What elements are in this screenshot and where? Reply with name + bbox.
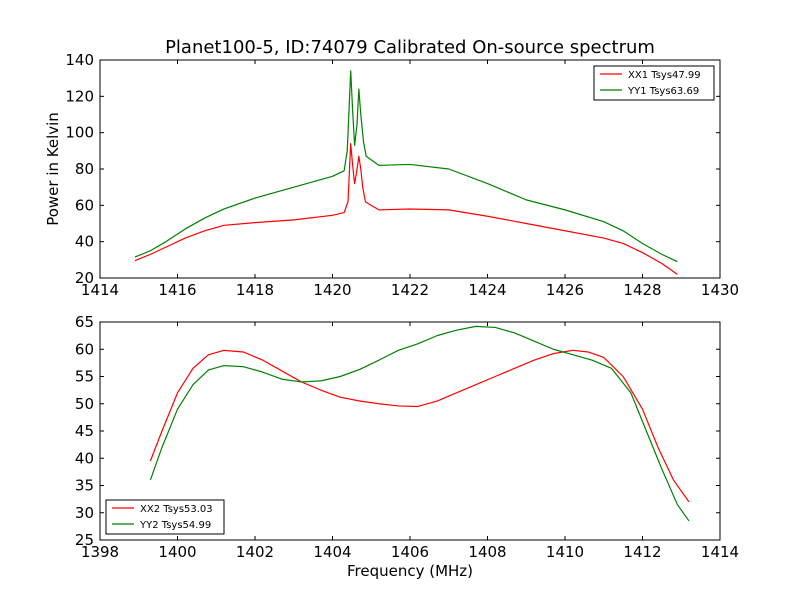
top-plot: 1414 1416 1418 1420 1422 1424 1426 1428 1430 20 40… (44, 51, 739, 299)
top-y-tick-label: 100 (65, 124, 94, 142)
top-axis-ticks: 1414 1416 1418 1420 1422 1424 1426 1428 1430 20 40… (65, 51, 739, 299)
bottom-series-line-1 (149, 349, 690, 503)
bottom-x-tick-label: 1406 (391, 543, 429, 561)
bottom-x-tick-label: 1414 (701, 543, 739, 561)
top-series-group (134, 70, 678, 275)
top-x-tick-label: 1422 (391, 281, 429, 299)
bottom-y-tick-label: 50 (75, 395, 94, 413)
top-legend-frame (593, 65, 715, 101)
bottom-legend-label-yy2: YY2 Tsys54.99 (139, 520, 211, 531)
top-y-tick-label: 40 (75, 233, 94, 251)
bottom-series-group (149, 325, 690, 522)
bottom-y-tick-label: 25 (75, 531, 94, 549)
top-legend-label-yy1: YY1 Tsys63.69 (627, 86, 699, 97)
bottom-y-tick-label: 30 (75, 504, 94, 522)
top-y-tick-label: 20 (75, 269, 94, 287)
top-y-axis-label: Power in Kelvin (44, 112, 62, 226)
top-legend-label-xx1: XX1 Tsys47.99 (628, 70, 701, 81)
bottom-x-tick-label: 1400 (158, 543, 196, 561)
top-x-tick-label: 1420 (313, 281, 351, 299)
top-x-tick-label: 1418 (236, 281, 274, 299)
bottom-x-tick-label: 1412 (623, 543, 661, 561)
bottom-y-tick-label: 35 (75, 477, 94, 495)
bottom-x-tick-label: 1402 (236, 543, 274, 561)
top-y-tick-label: 120 (65, 87, 94, 105)
top-x-tick-label: 1416 (158, 281, 196, 299)
bottom-x-tick-label: 1398 (81, 543, 119, 561)
top-x-tick-label: 1424 (468, 281, 506, 299)
bottom-x-tick-label: 1410 (546, 543, 584, 561)
top-series-line-2 (134, 70, 678, 263)
bottom-legend: XX2 Tsys53.03 YY2 Tsys54.99 (105, 499, 225, 535)
bottom-x-tick-label: 1404 (313, 543, 351, 561)
top-x-tick-label: 1426 (546, 281, 584, 299)
bottom-x-tick-label: 1408 (468, 543, 506, 561)
bottom-plot: 1398 1400 1402 1404 1406 1408 1410 1412 1414 25 30… (75, 313, 739, 580)
bottom-series-line-2 (149, 325, 690, 522)
figure-title: Planet100-5, ID:74079 Calibrated On-sour… (165, 37, 655, 58)
top-y-tick-label: 80 (75, 160, 94, 178)
top-x-tick-label: 1428 (623, 281, 661, 299)
top-y-tick-label: 140 (65, 51, 94, 69)
bottom-x-axis-label: Frequency (MHz) (347, 562, 473, 580)
top-x-tick-label: 1430 (701, 281, 739, 299)
top-legend: XX1 Tsys47.99 YY1 Tsys63.69 (593, 65, 715, 101)
bottom-legend-frame (105, 499, 225, 535)
top-x-tick-label: 1414 (81, 281, 119, 299)
bottom-y-tick-label: 45 (75, 422, 94, 440)
top-series-line-1 (134, 142, 678, 275)
bottom-legend-label-xx2: XX2 Tsys53.03 (140, 504, 213, 515)
bottom-y-tick-label: 65 (75, 313, 94, 331)
top-y-tick-label: 60 (75, 196, 94, 214)
bottom-y-tick-label: 55 (75, 368, 94, 386)
bottom-y-tick-label: 40 (75, 449, 94, 467)
bottom-y-tick-label: 60 (75, 340, 94, 358)
bottom-axis-ticks: 1398 1400 1402 1404 1406 1408 1410 1412 1414 25 30… (75, 313, 739, 561)
